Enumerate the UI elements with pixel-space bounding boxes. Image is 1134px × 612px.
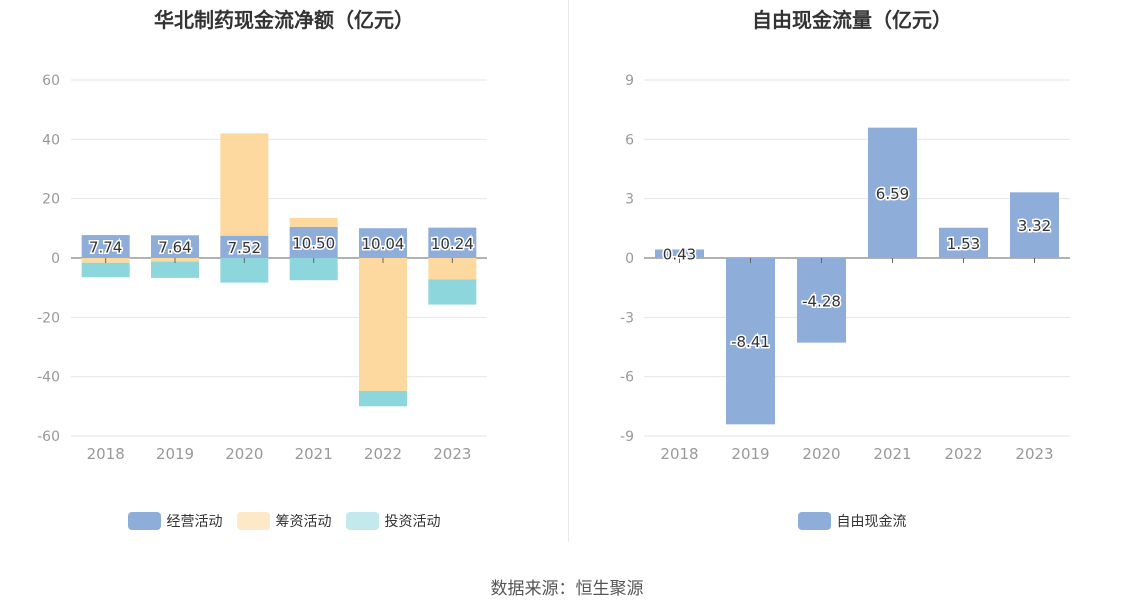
legend-label-free-cash-flow: 自由现金流 [836, 514, 907, 530]
data-label: -8.41 [731, 333, 770, 351]
y-tick-label: 0 [625, 251, 634, 267]
data-label: 6.59 [876, 185, 909, 203]
data-label: 7.74 [89, 239, 122, 257]
bar [359, 390, 407, 407]
bar [939, 227, 988, 258]
y-tick-label: -9 [620, 429, 634, 445]
x-tick-label: 2020 [802, 445, 840, 463]
data-label: 10.50 [292, 234, 335, 252]
bar [868, 127, 917, 258]
x-tick-label: 2022 [944, 445, 982, 463]
bar [726, 258, 775, 425]
legend-label-financing: 筹资活动 [275, 514, 332, 530]
bar [655, 249, 704, 258]
legend-item-financing[interactable]: 筹资活动 [236, 511, 332, 531]
data-label: 10.24 [431, 235, 474, 253]
bar [81, 262, 130, 278]
data-label: 10.04 [362, 235, 405, 253]
legend-item-free-cash-flow[interactable]: 自由现金流 [797, 511, 907, 531]
legend-swatch-free-cash-flow [797, 512, 831, 530]
x-tick-label: 2021 [873, 445, 911, 463]
bar [1010, 192, 1059, 258]
y-tick-label: -60 [37, 429, 60, 445]
bar [359, 228, 407, 258]
bar [428, 258, 477, 280]
cash-flow-chart-panel: 华北制药现金流净额（亿元） 60 40 20 0 -20 -40 -60 7.74 7.64 7.… [0, 0, 568, 545]
legend-item-operating[interactable]: 经营活动 [127, 511, 223, 531]
y-tick-label: -3 [620, 310, 634, 326]
y-tick-label: 0 [51, 251, 60, 267]
bar [220, 235, 269, 258]
bar [289, 217, 338, 227]
x-tick-label: 2019 [731, 445, 769, 463]
panel-divider [568, 0, 569, 542]
x-tick-label: 2021 [295, 445, 333, 463]
left-legend: 经营活动 筹资活动 投资活动 [0, 511, 568, 531]
x-tick-label: 2022 [364, 445, 402, 463]
legend-label-operating: 经营活动 [166, 514, 223, 530]
y-tick-label: -6 [620, 370, 634, 386]
y-tick-label: 20 [42, 192, 60, 208]
legend-item-investing[interactable]: 投资活动 [345, 511, 441, 531]
data-label: 7.64 [158, 239, 191, 257]
data-label: 1.53 [947, 235, 980, 253]
legend-swatch-investing [345, 512, 379, 530]
free-cash-flow-plot: 9 6 3 0 -3 -6 -9 0.43 -8.41 -4.28 6.59 1.53 3.32 2018… [620, 73, 1070, 463]
bar [220, 133, 269, 236]
data-label: 0.43 [663, 246, 696, 264]
legend-swatch-operating [127, 512, 161, 530]
y-tick-label: 6 [625, 132, 634, 148]
free-cash-flow-chart-panel: 自由现金流量（亿元） 9 6 3 0 -3 -6 -9 0.43 -8.41 -4.28 6.59 1… [570, 0, 1134, 545]
bar [151, 261, 199, 278]
x-tick-label: 2023 [1015, 445, 1053, 463]
right-chart-title: 自由现金流量（亿元） [752, 8, 952, 32]
y-tick-label: 40 [42, 132, 60, 148]
y-tick-label: 9 [625, 73, 634, 89]
data-label: 3.32 [1018, 217, 1051, 235]
legend-label-investing: 投资活动 [384, 514, 441, 530]
data-label: 7.52 [228, 239, 261, 257]
bar [359, 258, 407, 391]
y-tick-label: -40 [37, 370, 60, 386]
left-chart-title: 华北制药现金流净额（亿元） [154, 8, 414, 32]
y-tick-label: 3 [625, 192, 634, 208]
bar [289, 258, 338, 281]
y-tick-label: -20 [37, 310, 60, 326]
x-tick-label: 2018 [87, 445, 125, 463]
bar [289, 226, 338, 258]
x-tick-label: 2019 [156, 445, 194, 463]
data-source-note: 数据来源：恒生聚源 [490, 579, 644, 599]
legend-swatch-financing [236, 512, 270, 530]
cash-flow-plot: 60 40 20 0 -20 -40 -60 7.74 7.64 7.52 10.50 10.04 10… [37, 73, 487, 463]
bar [428, 279, 477, 305]
bar [797, 258, 846, 343]
right-legend: 自由现金流 [570, 511, 1134, 531]
bar [151, 235, 199, 258]
bar [428, 227, 477, 258]
data-label: -4.28 [802, 292, 841, 310]
x-tick-label: 2020 [225, 445, 263, 463]
x-tick-label: 2018 [660, 445, 698, 463]
x-tick-label: 2023 [433, 445, 471, 463]
bar [81, 235, 130, 258]
y-tick-label: 60 [42, 73, 60, 89]
